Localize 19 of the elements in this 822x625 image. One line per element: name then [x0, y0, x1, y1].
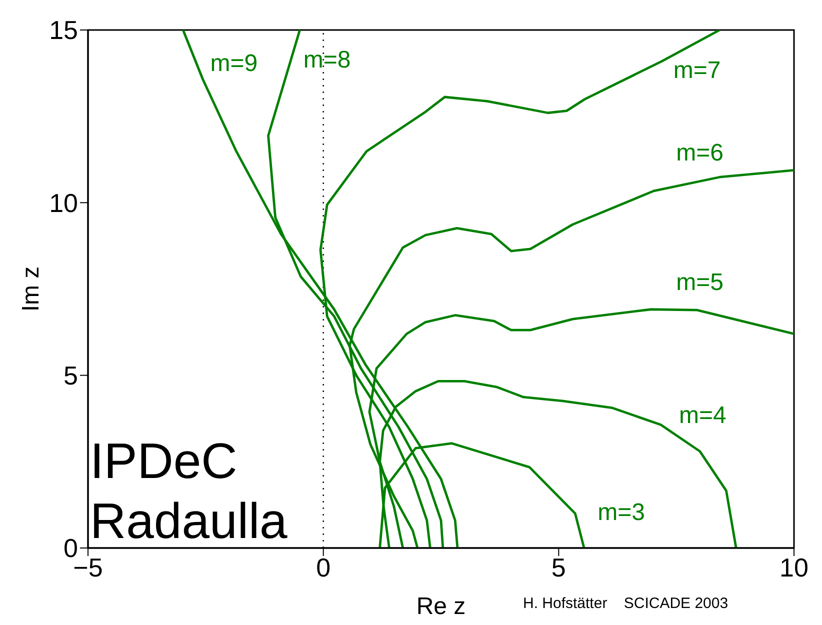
y-tick-label: 10 [49, 188, 78, 218]
series-label: m=6 [676, 140, 724, 167]
annotation: IPDeC [90, 433, 238, 489]
series-label: m=3 [598, 498, 645, 526]
y-tick-label: 5 [64, 360, 78, 391]
x-tick-label: 10 [780, 552, 808, 582]
x-tick-label: 0 [316, 552, 331, 582]
series-label: m=9 [210, 50, 258, 77]
text: H. Hofstätter SCICADE 2003 [523, 595, 728, 612]
annotation: Radaulla [90, 493, 288, 549]
y-tick-label: 0 [64, 533, 78, 564]
series-label: m=4 [679, 402, 726, 430]
y-axis-title: Im z [18, 266, 45, 312]
x-tick-label: 5 [551, 552, 566, 582]
series-label: m=5 [676, 268, 724, 296]
x-axis-title: Re z [416, 593, 466, 620]
series-label: m=7 [673, 56, 721, 84]
series-label: m=8 [303, 46, 351, 74]
y-tick-label: 15 [49, 15, 78, 46]
